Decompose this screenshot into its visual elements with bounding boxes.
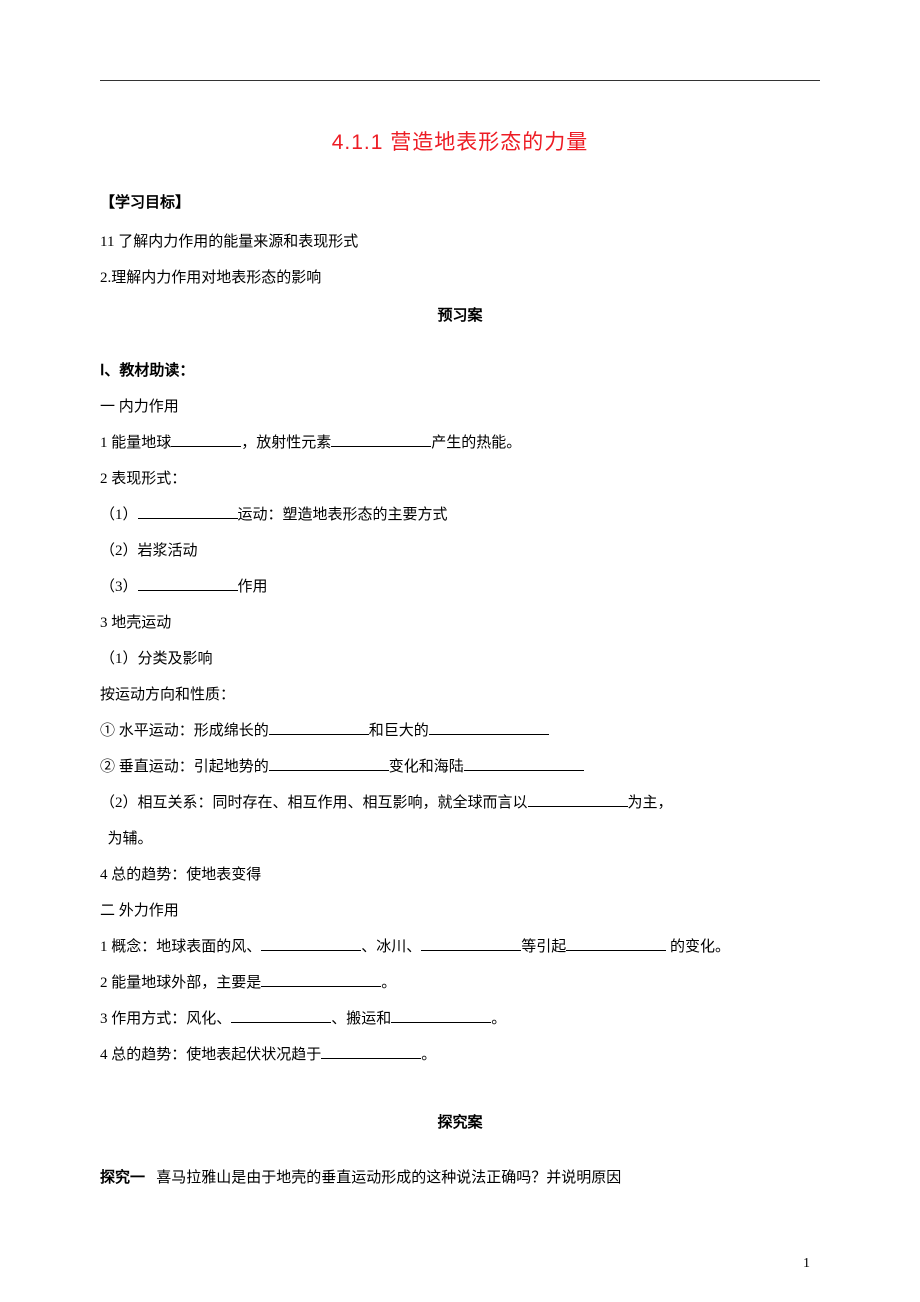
text: 4 总的趋势：使地表起伏状况趋于 [100,1047,321,1063]
sec1-3-vertical: ② 垂直运动：引起地势的 变化和海陆 [100,749,820,785]
text: 、冰川、 [361,939,421,955]
blank [138,576,238,591]
page-number: 1 [803,1256,810,1272]
text: 2 能量地球外部，主要是 [100,975,261,991]
section-I-heading: Ⅰ、教材助读： [100,353,820,389]
sec1-3-direction: 按运动方向和性质： [100,677,820,713]
text: 。 [381,975,396,991]
sec2-item-1: 1 概念：地球表面的风、 、冰川、 等引起 的变化。 [100,929,820,965]
sec1-item-3: 3 地壳运动 [100,605,820,641]
blank [261,972,381,987]
text: 。 [491,1011,506,1027]
sec1-title: 一 内力作用 [100,389,820,425]
document-title: 4.1.1 营造地表形态的力量 [100,126,820,156]
blank [429,720,549,735]
explore-heading: 探究案 [100,1111,820,1132]
sec2-item-3: 3 作用方式：风化、 、搬运和 。 [100,1001,820,1037]
blank [269,720,369,735]
text: 1 能量地球 [100,435,171,451]
sec1-3-relation: （2）相互关系：同时存在、相互作用、相互影响，就全球而言以 为主， [100,785,820,821]
top-divider [100,80,820,81]
blank [231,1008,331,1023]
sec1-item-2: 2 表现形式： [100,461,820,497]
text: （1） [100,507,138,523]
text: 。 [421,1047,436,1063]
blank [464,756,584,771]
sec1-2-2: （2）岩浆活动 [100,533,820,569]
text: 的变化。 [666,939,730,955]
preview-heading: 预习案 [100,304,820,325]
blank [171,432,241,447]
text: 、搬运和 [331,1011,391,1027]
sec2-title: 二 外力作用 [100,893,820,929]
blank [566,936,666,951]
objective-1: 11 了解内力作用的能量来源和表现形式 [100,224,820,260]
sec1-item-4: 4 总的趋势：使地表变得 [100,857,820,893]
explore-label: 探究一 [100,1170,145,1186]
blank [421,936,521,951]
text: ② 垂直运动：引起地势的 [100,759,269,775]
objective-2: 2.理解内力作用对地表形态的影响 [100,260,820,296]
text: ，放射性元素 [241,435,331,451]
blank [261,936,361,951]
sec1-2-3: （3） 作用 [100,569,820,605]
blank [321,1044,421,1059]
text: 等引起 [521,939,566,955]
text: 作用 [238,579,268,595]
objectives-heading: 【学习目标】 [100,191,820,212]
sec1-3-1: （1）分类及影响 [100,641,820,677]
text: 变化和海陆 [389,759,464,775]
blank [331,432,431,447]
blank [528,792,628,807]
blank [138,504,238,519]
text: 1 概念：地球表面的风、 [100,939,261,955]
text: ① 水平运动：形成绵长的 [100,723,269,739]
text: 为主， [628,795,673,811]
text: 运动：塑造地表形态的主要方式 [238,507,448,523]
explore-1: 探究一 喜马拉雅山是由于地壳的垂直运动形成的这种说法正确吗？并说明原因 [100,1160,820,1196]
sec1-item-1: 1 能量地球 ，放射性元素 产生的热能。 [100,425,820,461]
text: （3） [100,579,138,595]
sec2-item-2: 2 能量地球外部，主要是 。 [100,965,820,1001]
sec1-3-horizontal: ① 水平运动：形成绵长的 和巨大的 [100,713,820,749]
sec1-2-1: （1） 运动：塑造地表形态的主要方式 [100,497,820,533]
text: 产生的热能。 [431,435,521,451]
blank [269,756,389,771]
blank [391,1008,491,1023]
text: （2）相互关系：同时存在、相互作用、相互影响，就全球而言以 [100,795,528,811]
explore-text: 喜马拉雅山是由于地壳的垂直运动形成的这种说法正确吗？并说明原因 [156,1170,621,1186]
sec2-item-4: 4 总的趋势：使地表起伏状况趋于 。 [100,1037,820,1073]
text: 3 作用方式：风化、 [100,1011,231,1027]
sec1-3-relation-cont: 为辅。 [100,821,820,857]
text: 和巨大的 [369,723,429,739]
